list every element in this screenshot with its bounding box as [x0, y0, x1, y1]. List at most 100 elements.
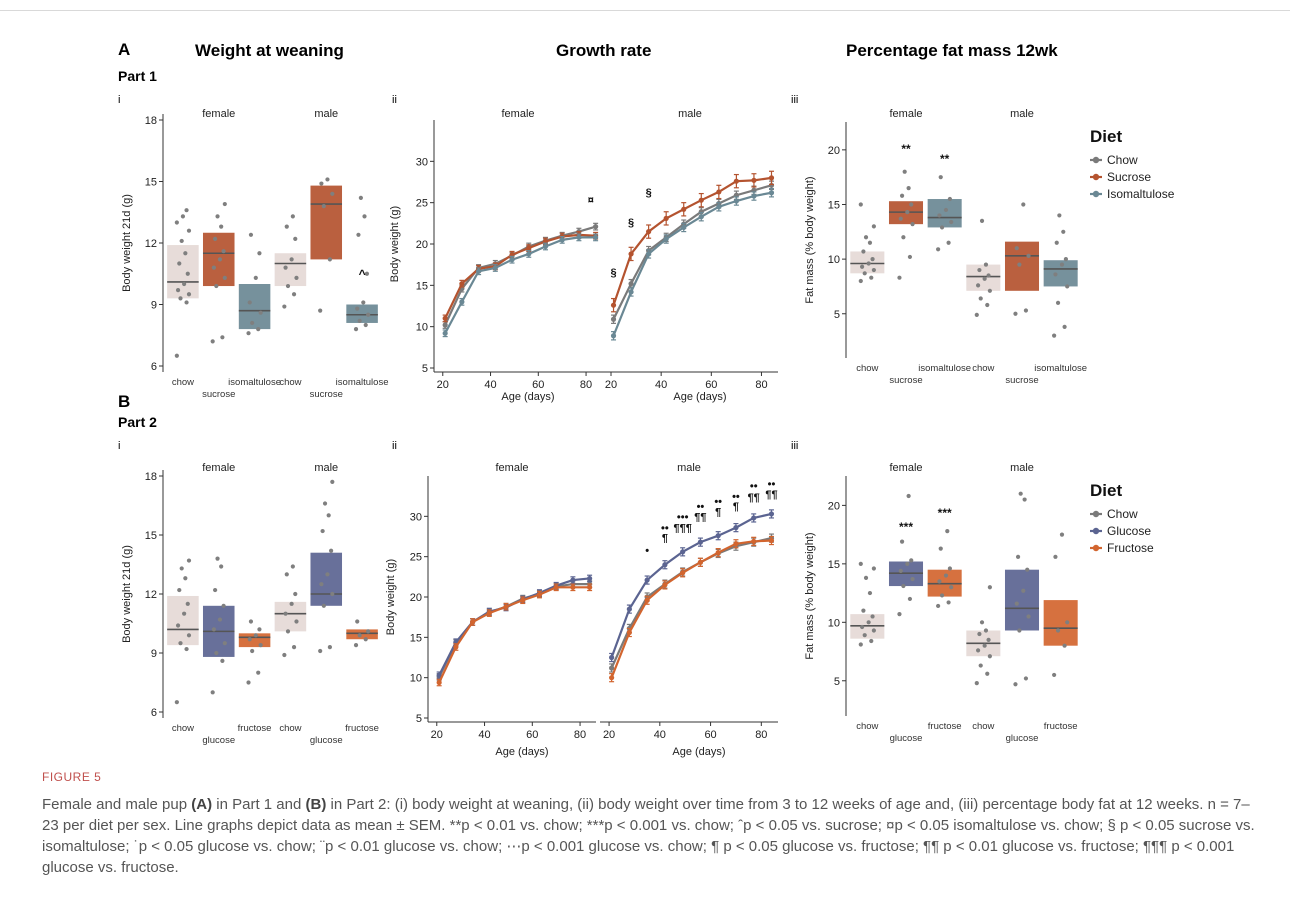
legend-label-glucose: Glucose: [1107, 524, 1151, 538]
legend-swatch-dot-chow: [1092, 510, 1100, 518]
x-tick-label: 20: [437, 379, 449, 391]
data-point-chow: [609, 665, 615, 671]
data-point: [184, 646, 189, 652]
data-point: [257, 251, 262, 256]
data-point: [905, 210, 910, 215]
data-point-sucrose: [733, 178, 739, 184]
data-point: [871, 628, 876, 633]
data-point: [177, 261, 182, 266]
data-point: [213, 587, 218, 593]
title-growth-rate: Growth rate: [556, 41, 651, 60]
x-tick-label-chow: chow: [856, 721, 878, 732]
y-tick-label: 15: [145, 177, 157, 189]
data-point: [185, 271, 190, 276]
x-tick-label: 60: [532, 379, 544, 391]
legend-title: Diet: [1090, 481, 1122, 500]
data-point: [983, 262, 989, 267]
significance-marker: ¶¶: [748, 492, 760, 504]
data-point: [361, 300, 366, 305]
series-line-male-isomaltulose: [612, 191, 772, 337]
data-point-chow: [628, 281, 634, 287]
data-point: [175, 623, 181, 628]
box-female-chow: [167, 595, 199, 646]
significance-marker: •••: [677, 511, 689, 523]
x-tick-label: 40: [484, 379, 496, 391]
y-tick-label: 15: [416, 280, 428, 292]
data-point: [179, 566, 184, 571]
x-tick-label-isomaltulose: isomaltulose: [336, 377, 389, 388]
series-line-male-fructose: [610, 539, 772, 679]
x-tick-label-glucose: glucose: [202, 735, 235, 746]
x-tick-label-chow: chow: [972, 721, 994, 732]
data-point: [1021, 588, 1026, 593]
data-point-glucose: [436, 672, 442, 678]
data-point-isomaltulose: [576, 234, 582, 240]
data-point-fructose: [436, 679, 442, 686]
data-point: [184, 300, 189, 305]
series-line-female-fructose: [438, 586, 590, 683]
data-point-glucose: [587, 575, 593, 582]
data-point: [283, 265, 288, 270]
y-tick-label: 10: [416, 322, 428, 334]
x-tick-label: 80: [755, 729, 767, 741]
data-point: [909, 202, 914, 207]
data-point: [362, 214, 367, 219]
data-point: [213, 236, 218, 241]
data-point: [1021, 202, 1026, 207]
data-point: [358, 195, 363, 200]
data-point: [947, 566, 953, 571]
significance-marker: **: [940, 152, 950, 166]
data-point: [938, 175, 943, 180]
data-point-fructose: [570, 584, 576, 590]
data-point: [897, 612, 902, 617]
facet-title-female: female: [495, 462, 528, 474]
data-point: [861, 608, 866, 613]
data-point: [1023, 308, 1029, 313]
data-point: [250, 648, 255, 654]
x-tick-label: 60: [705, 379, 717, 391]
data-point-fructose: [751, 538, 757, 544]
y-axis-title: Fat mass (% body weight): [804, 532, 816, 659]
data-point: [1017, 262, 1022, 267]
data-point: [177, 587, 182, 593]
data-point-sucrose: [698, 197, 704, 203]
data-point: [183, 251, 188, 256]
data-point: [366, 312, 371, 317]
data-point: [210, 690, 215, 695]
x-tick-label-chow: chow: [856, 363, 878, 374]
data-point: [866, 620, 871, 625]
facet-title-female: female: [889, 108, 922, 120]
data-point: [943, 573, 949, 578]
data-point: [1023, 676, 1029, 681]
data-point-sucrose: [768, 175, 775, 181]
x-tick-label: 20: [431, 729, 443, 741]
data-point: [210, 339, 215, 344]
data-point: [256, 670, 261, 675]
data-point-glucose: [697, 539, 704, 545]
data-point: [355, 619, 360, 624]
x-tick-label-chow: chow: [172, 723, 194, 734]
data-point: [946, 240, 951, 245]
significance-marker: ¶: [715, 507, 721, 519]
data-point: [330, 479, 335, 484]
data-point: [909, 558, 914, 563]
data-point-sucrose: [663, 215, 669, 221]
data-point: [293, 236, 298, 241]
y-axis-title: Body weight (g): [385, 559, 397, 635]
data-point: [1059, 532, 1065, 537]
caption-part-b: (B): [305, 796, 327, 813]
significance-marker: ^: [359, 267, 366, 281]
legend-layer: Diet Chow Sucrose Isomaltulose Diet Chow Gluco…: [1090, 127, 1175, 555]
data-point: [987, 585, 992, 590]
data-point: [1018, 491, 1023, 496]
data-point-isomaltulose: [492, 265, 498, 271]
data-point-isomaltulose: [681, 224, 687, 231]
data-point: [290, 564, 295, 569]
x-tick-label-chow: chow: [279, 723, 301, 734]
data-point: [859, 264, 865, 269]
significance-marker: ••: [750, 481, 758, 493]
data-point-isomaltulose: [559, 237, 565, 243]
data-point: [215, 214, 220, 219]
data-point-glucose: [644, 577, 650, 583]
data-point: [871, 566, 876, 571]
